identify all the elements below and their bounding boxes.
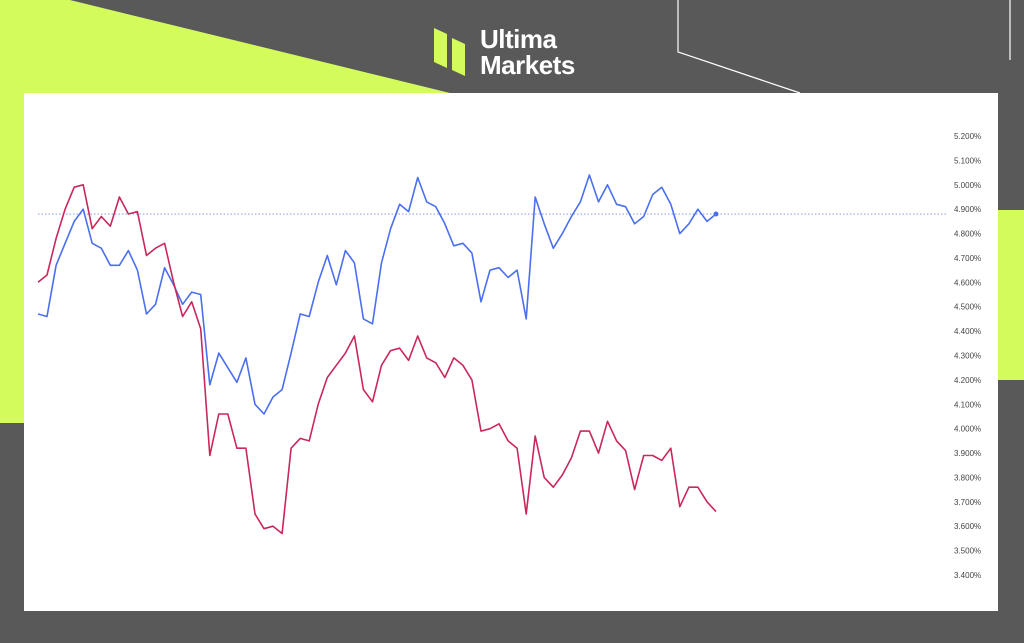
y-tick-label: 5.000% bbox=[954, 181, 981, 190]
y-tick-label: 3.800% bbox=[954, 473, 981, 482]
y-tick-label: 4.600% bbox=[954, 278, 981, 287]
brand-mark-icon bbox=[434, 28, 465, 76]
line-chart: 5.200% 5.100% 5.000% 4.900% 4.800% 4.700% 4.60… bbox=[37, 132, 981, 580]
y-tick-label: 3.400% bbox=[954, 571, 981, 580]
brand-name-line2: Markets bbox=[480, 50, 575, 80]
y-tick-label: 4.200% bbox=[954, 376, 981, 385]
y-tick-label: 3.600% bbox=[954, 522, 981, 531]
series-line-1 bbox=[37, 174, 717, 415]
y-tick-label: 3.900% bbox=[954, 449, 981, 458]
series-line-2 bbox=[37, 184, 717, 535]
background-decor-line bbox=[677, 0, 801, 94]
y-tick-label: 4.800% bbox=[954, 230, 981, 239]
y-tick-label: 4.700% bbox=[954, 254, 981, 263]
y-tick-label: 5.100% bbox=[954, 156, 981, 165]
y-tick-label: 4.300% bbox=[954, 352, 981, 361]
y-tick-label: 5.200% bbox=[954, 132, 981, 141]
y-tick-label: 4.100% bbox=[954, 400, 981, 409]
y-tick-label: 4.900% bbox=[954, 205, 981, 214]
y-tick-label: 4.500% bbox=[954, 303, 981, 312]
background-accent-wedge bbox=[0, 0, 450, 93]
brand-name-line1: Ultima bbox=[480, 24, 557, 54]
series-layer bbox=[37, 174, 719, 535]
y-tick-label: 4.000% bbox=[954, 425, 981, 434]
series-end-marker-1 bbox=[713, 211, 719, 217]
brand-logo: Ultima Markets bbox=[434, 24, 594, 80]
y-axis: 5.200% 5.100% 5.000% 4.900% 4.800% 4.700% 4.60… bbox=[954, 132, 981, 580]
y-tick-label: 3.500% bbox=[954, 547, 981, 556]
background-accent-left-strip bbox=[0, 93, 24, 423]
background-accent-right-strip bbox=[998, 210, 1024, 380]
chart-panel: 5.200% 5.100% 5.000% 4.900% 4.800% 4.700% 4.60… bbox=[24, 93, 998, 611]
y-tick-label: 3.700% bbox=[954, 498, 981, 507]
y-tick-label: 4.400% bbox=[954, 327, 981, 336]
